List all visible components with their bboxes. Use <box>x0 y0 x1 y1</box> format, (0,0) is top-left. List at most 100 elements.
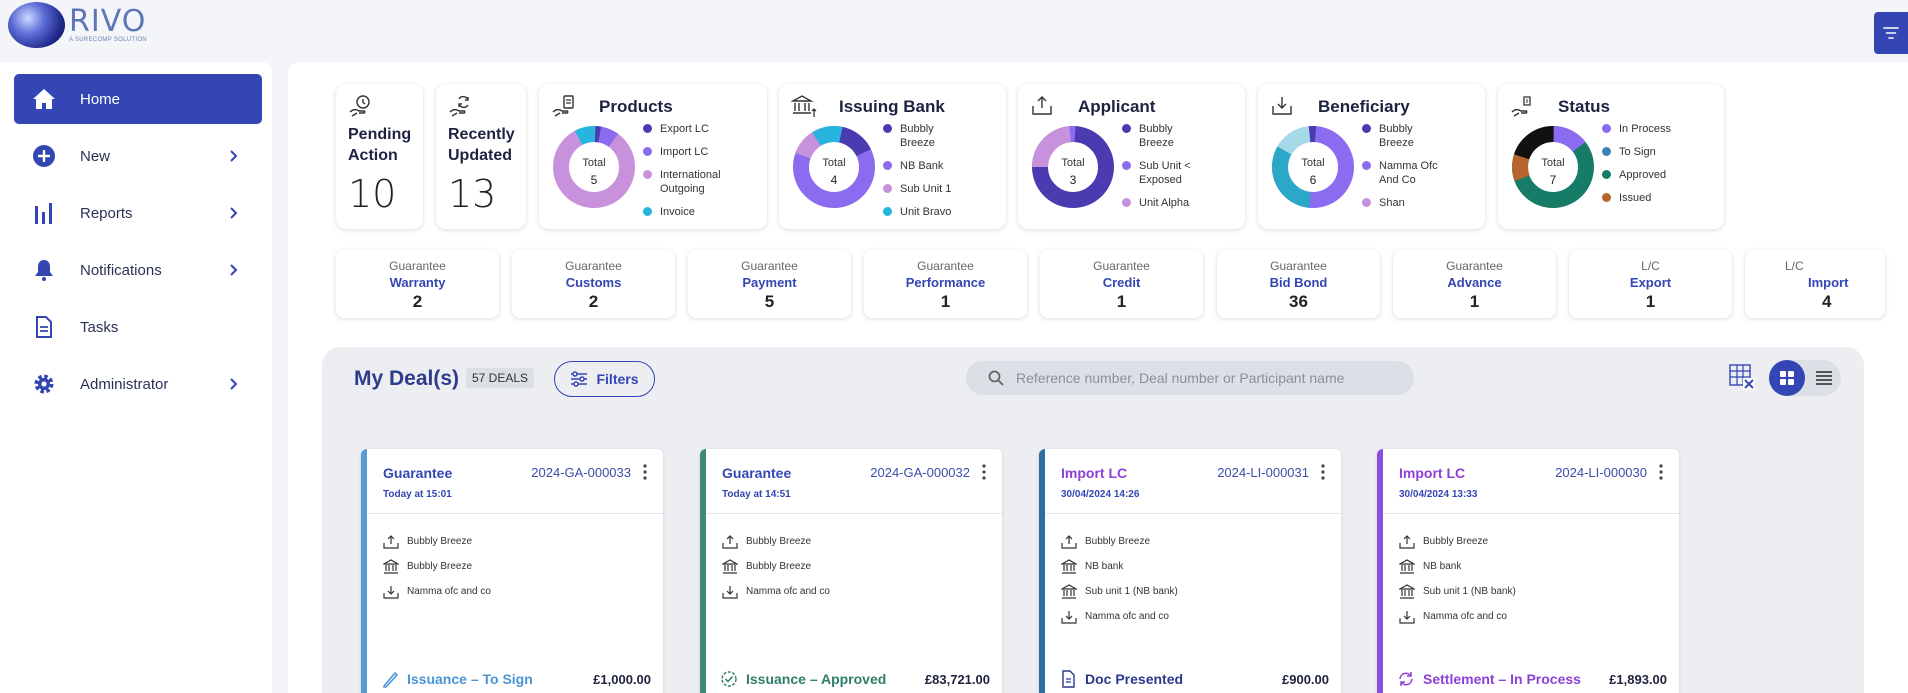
recently-updated-card[interactable]: Recently Updated 13 <box>436 84 526 229</box>
beneficiary-card[interactable]: Beneficiary Total 6 Bubbly Breeze Namma … <box>1258 84 1485 229</box>
plus-circle-icon <box>30 142 58 170</box>
deal-card[interactable]: Import LC 2024-LI-000031 30/04/2024 14:2… <box>1039 449 1341 693</box>
applicant-card[interactable]: Applicant Total 3 Bubbly Breeze Sub Unit… <box>1018 84 1245 229</box>
deal-status-label: Doc Presented <box>1085 671 1184 687</box>
tile-guarantee-customs[interactable]: Guarantee Customs 2 <box>512 250 675 318</box>
legend-dot <box>883 161 892 170</box>
deal-participants: Bubbly Breeze Bubbly Breeze Namma ofc an… <box>383 529 491 604</box>
kebab-menu-icon[interactable] <box>1659 464 1663 480</box>
tile-category: Guarantee <box>917 259 974 273</box>
sidebar-item-administrator[interactable]: Administrator <box>14 359 262 409</box>
deal-type: Guarantee <box>722 465 792 481</box>
legend-dot <box>883 207 892 216</box>
issuing-bank-card[interactable]: Issuing Bank Total 4 Bubbly Breeze NB Ba… <box>779 84 1006 229</box>
recently-updated-label: Recently Updated <box>448 126 515 164</box>
bar-chart-icon <box>30 199 58 227</box>
legend-item: Unit Bravo <box>883 205 983 219</box>
brand-tagline: A SURECOMP SOLUTION <box>69 37 147 43</box>
tile-category: Guarantee <box>1270 259 1327 273</box>
legend-item: Unit Alpha <box>1122 196 1222 210</box>
filters-button[interactable]: Filters <box>554 361 655 397</box>
legend-item: International Outgoing <box>643 168 743 196</box>
deal-search-bar[interactable] <box>966 361 1414 395</box>
tile-guarantee-bid-bond[interactable]: Guarantee Bid Bond 36 <box>1217 250 1380 318</box>
bank-icon <box>791 95 817 117</box>
sidebar-item-tasks[interactable]: Tasks <box>14 302 262 352</box>
list-view-button[interactable] <box>1807 360 1841 396</box>
divider <box>367 513 663 514</box>
tile-name: Warranty <box>389 275 446 290</box>
issuing-bank-title: Issuing Bank <box>839 97 945 116</box>
participant-name: Sub unit 1 (NB bank) <box>1085 586 1178 597</box>
donut-segment-bubbly-breeze <box>793 126 875 208</box>
kebab-menu-icon[interactable] <box>982 464 986 480</box>
deal-date: 30/04/2024 14:26 <box>1061 489 1140 500</box>
legend-label: Bubbly Breeze <box>1379 123 1414 149</box>
sidebar-item-home[interactable]: Home <box>14 74 262 124</box>
chevron-right-icon <box>230 207 238 219</box>
participant-row: Namma ofc and co <box>383 579 491 604</box>
legend-item: Invoice <box>643 205 743 219</box>
participant-name: Bubbly Breeze <box>746 536 812 547</box>
tile-guarantee-advance[interactable]: Guarantee Advance 1 <box>1393 250 1556 318</box>
deal-card[interactable]: Guarantee 2024-GA-000032 Today at 14:51 … <box>700 449 1002 693</box>
kebab-menu-icon[interactable] <box>1321 464 1325 480</box>
tile-name: Bid Bond <box>1269 275 1328 290</box>
bank-icon <box>1061 583 1077 599</box>
participant-row: NB bank <box>1061 554 1178 579</box>
status-card[interactable]: Status Total 7 In Process To Sign Approv… <box>1498 84 1724 229</box>
tile-category: L/C <box>1785 259 1804 273</box>
tile-guarantee-payment[interactable]: Guarantee Payment 5 <box>688 250 851 318</box>
filter-menu-button[interactable] <box>1874 12 1908 54</box>
legend-item: Bubbly Breeze <box>1122 122 1222 150</box>
list-icon <box>1816 371 1832 385</box>
sidebar-item-reports[interactable]: Reports <box>14 188 262 238</box>
donut-total-value: 5 <box>590 173 598 187</box>
sidebar-item-notifications[interactable]: Notifications <box>14 245 262 295</box>
products-card[interactable]: Products Total 5 Export LC Import LC Int… <box>539 84 767 229</box>
chevron-right-icon <box>230 378 238 390</box>
tile-count: 5 <box>764 292 775 311</box>
beneficiary-download-icon <box>722 585 738 599</box>
legend-dot <box>643 147 652 156</box>
legend-dot <box>1122 124 1131 133</box>
tile-lc-export[interactable]: L/C Export 1 <box>1569 250 1732 318</box>
sidebar-item-new[interactable]: New <box>14 131 262 181</box>
tile-guarantee-warranty[interactable]: Guarantee Warranty 2 <box>336 250 499 318</box>
legend-dot <box>1602 124 1611 133</box>
participant-row: Bubbly Breeze <box>1061 529 1178 554</box>
chevron-right-icon <box>230 150 238 162</box>
deal-card[interactable]: Import LC 2024-LI-000030 30/04/2024 13:3… <box>1377 449 1679 693</box>
products-legend: Export LC Import LC International Outgoi… <box>643 122 743 222</box>
search-input[interactable] <box>1016 370 1406 386</box>
participant-name: NB bank <box>1423 561 1462 572</box>
applicant-title: Applicant <box>1078 97 1156 116</box>
kebab-menu-icon[interactable] <box>643 464 647 480</box>
legend-label: Bubbly Breeze <box>1139 123 1174 149</box>
participant-name: Bubbly Breeze <box>407 536 473 547</box>
menu-lines-icon <box>1883 27 1899 39</box>
deal-card[interactable]: Guarantee 2024-GA-000033 Today at 15:01 … <box>361 449 663 693</box>
legend-dot <box>643 207 652 216</box>
bank-icon <box>1399 558 1415 574</box>
participant-row: Namma ofc and co <box>1061 604 1178 629</box>
legend-label: NB Bank <box>900 160 944 172</box>
legend-label: Unit Alpha <box>1139 197 1190 209</box>
deal-date: Today at 15:01 <box>383 489 452 500</box>
legend-item: To Sign <box>1602 145 1702 159</box>
legend-dot <box>1602 170 1611 179</box>
legend-label: Issued <box>1619 192 1652 204</box>
legend-label: Sub Unit < Exposed <box>1139 160 1191 186</box>
document-icon <box>1062 670 1075 688</box>
tile-guarantee-credit[interactable]: Guarantee Credit 1 <box>1040 250 1203 318</box>
tile-count: 4 <box>1822 292 1832 311</box>
grid-view-button[interactable] <box>1769 360 1805 396</box>
pending-action-card[interactable]: Pending Action 10 <box>336 84 423 229</box>
excel-export-icon[interactable] <box>1728 363 1756 391</box>
deal-status: Issuance – Approved <box>720 670 886 688</box>
participant-row: Sub unit 1 (NB bank) <box>1061 579 1178 604</box>
deal-participants: Bubbly Breeze NB bank Sub unit 1 (NB ban… <box>1399 529 1516 629</box>
tile-lc-import[interactable]: L/C Import 4 <box>1745 250 1885 318</box>
tile-guarantee-performance[interactable]: Guarantee Performance 1 <box>864 250 1027 318</box>
brand-logo[interactable]: RIVO A SURECOMP SOLUTION <box>8 2 158 48</box>
